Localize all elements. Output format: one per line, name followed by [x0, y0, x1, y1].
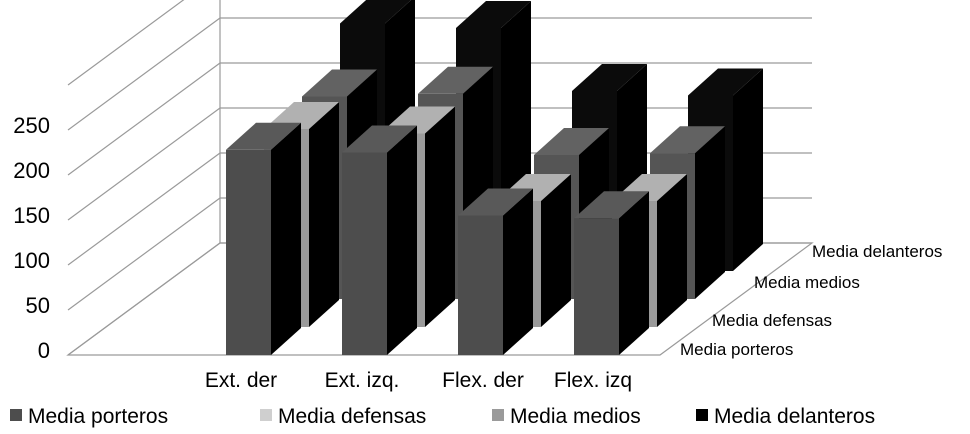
depth-label: Media medios [754, 273, 860, 292]
bar-top [458, 188, 533, 216]
y-tick-label: 0 [38, 338, 50, 363]
bar-front [342, 152, 387, 355]
bar [574, 191, 649, 355]
bar-top [456, 1, 531, 28]
bar-top [264, 102, 339, 129]
depth-label: Media delanteros [812, 242, 942, 261]
bar-top [418, 66, 493, 94]
gridline-side [67, 197, 221, 311]
legend: Media porteros Media defensas Media medi… [10, 405, 875, 428]
bar-top [572, 64, 647, 91]
legend-swatch [492, 409, 504, 421]
y-tick-label: 200 [13, 158, 50, 183]
bar [342, 125, 417, 355]
bar-side [695, 126, 725, 299]
bar-side [541, 174, 571, 327]
x-category-label: Flex. izq [554, 369, 632, 392]
legend-label: Media defensas [278, 405, 426, 428]
bar-side [503, 188, 533, 355]
x-axis-categories: Ext. der Ext. izq. Flex. der Flex. izq [205, 369, 632, 392]
gridline-side [67, 17, 221, 131]
bar-top [534, 128, 609, 155]
y-axis-ticks: 0 50 100 150 200 250 [13, 113, 50, 363]
bar-top [302, 69, 377, 97]
bar-front [226, 149, 271, 355]
bar-top [342, 125, 417, 153]
bar-side [309, 102, 339, 327]
gridline-side [67, 62, 221, 176]
bar-top [650, 126, 725, 154]
x-category-label: Ext. der [205, 369, 277, 392]
y-tick-label: 250 [13, 113, 50, 138]
bar-top [574, 191, 649, 219]
depth-label: Media defensas [712, 311, 832, 330]
bar-side [657, 174, 687, 327]
y-tick-label: 100 [13, 248, 50, 273]
legend-label: Media porteros [28, 405, 168, 428]
bar [458, 188, 533, 355]
legend-label: Media delanteros [714, 405, 875, 428]
bar-front [458, 215, 503, 355]
bar-side [271, 122, 301, 355]
gridline-side [67, 0, 185, 86]
gridline-side [67, 107, 221, 221]
depth-label: Media porteros [680, 340, 793, 359]
gridline-side [67, 152, 221, 266]
x-category-label: Ext. izq. [325, 369, 400, 392]
bar-top [688, 68, 763, 96]
x-category-label: Flex. der [442, 369, 524, 392]
bar-side [619, 191, 649, 355]
bar-front [574, 218, 619, 355]
bar [226, 122, 301, 355]
legend-swatch [10, 409, 22, 421]
bar-side [387, 125, 417, 355]
bar-side [425, 106, 455, 327]
depth-axis-labels: Media delanteros Media medios Media defe… [680, 242, 942, 359]
y-tick-label: 50 [26, 293, 50, 318]
bar-top [226, 122, 301, 150]
bar-top [340, 0, 412, 24]
y-tick-label: 150 [13, 203, 50, 228]
legend-label: Media medios [510, 405, 641, 428]
bar-side [733, 68, 763, 271]
bar-layer [226, 0, 763, 355]
legend-swatch [260, 409, 272, 421]
legend-swatch [696, 409, 708, 421]
